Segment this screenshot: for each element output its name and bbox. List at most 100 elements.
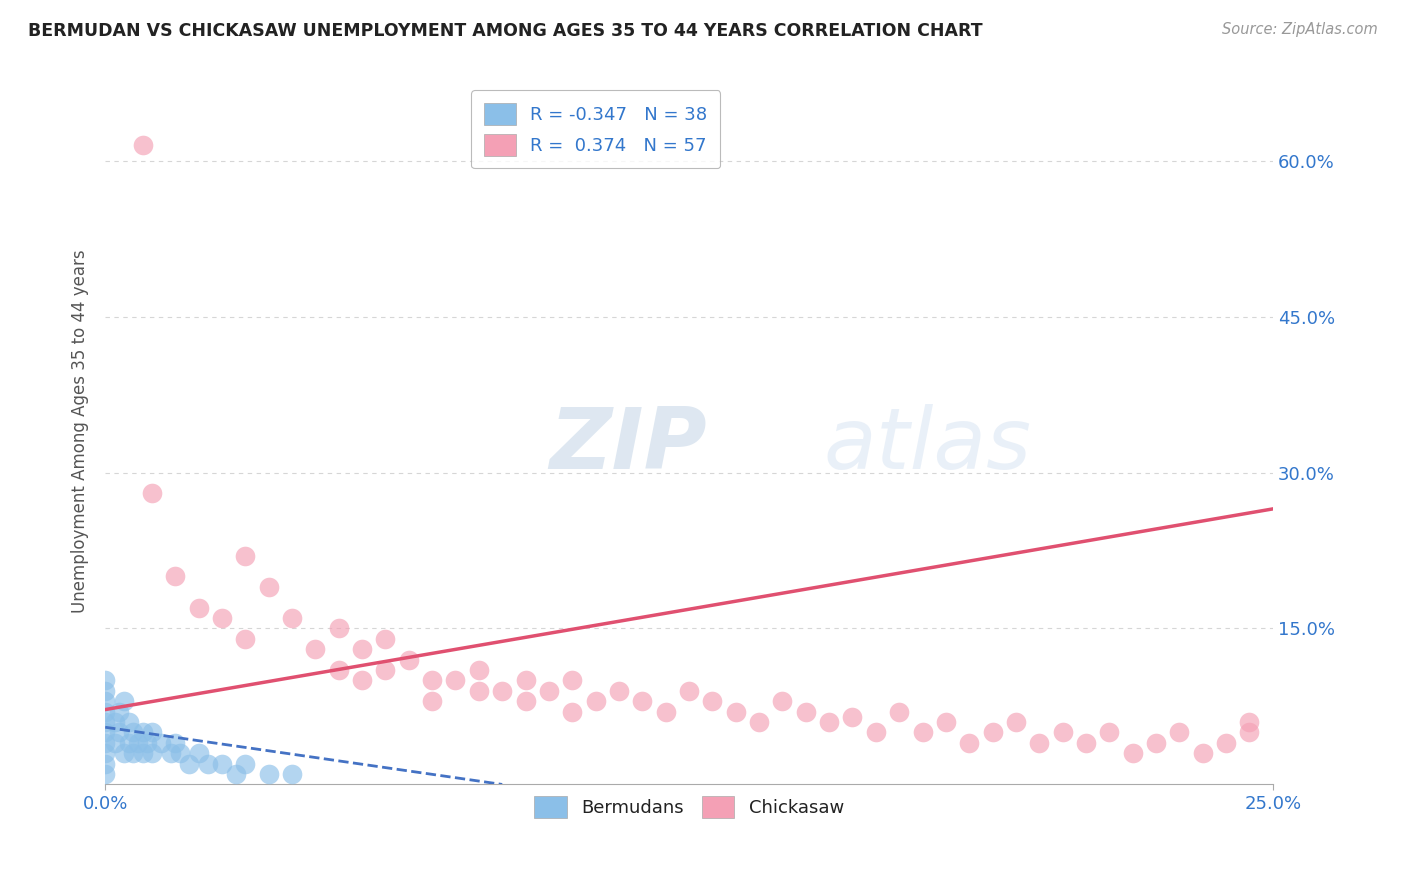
Point (187, 746, 209, 760)
Point (117, 714, 139, 729)
Point (981, 725, 1004, 739)
Point (127, 736, 149, 750)
Point (561, 673, 583, 688)
Point (1144, 736, 1167, 750)
Point (117, 736, 139, 750)
Point (702, 694, 724, 708)
Point (122, 725, 145, 739)
Point (94, 767, 117, 781)
Point (233, 756, 256, 771)
Point (1191, 746, 1213, 760)
Point (678, 684, 700, 698)
Point (304, 642, 326, 657)
Point (398, 653, 420, 667)
Point (889, 705, 911, 719)
Point (352, 673, 374, 688)
Point (770, 694, 793, 708)
Point (94, 714, 117, 729)
Point (607, 684, 630, 698)
Point (352, 642, 374, 657)
Point (957, 736, 980, 750)
Point (748, 714, 770, 729)
Point (818, 714, 841, 729)
Point (257, 580, 280, 594)
Point (187, 600, 209, 615)
Point (1168, 725, 1191, 739)
Point (1098, 725, 1121, 739)
Text: Source: ZipAtlas.com: Source: ZipAtlas.com (1222, 22, 1378, 37)
Point (257, 767, 280, 781)
Point (197, 756, 219, 771)
Point (1239, 714, 1261, 729)
Point (103, 736, 125, 750)
Point (1052, 725, 1074, 739)
Point (94, 756, 117, 771)
Point (94, 694, 117, 708)
Point (654, 705, 676, 719)
Point (374, 632, 396, 646)
Point (468, 684, 491, 698)
Point (585, 694, 607, 708)
Point (112, 694, 135, 708)
Point (94, 673, 117, 688)
Point (211, 756, 233, 771)
Point (122, 746, 145, 760)
Point (1028, 736, 1050, 750)
Point (444, 673, 467, 688)
Point (420, 673, 443, 688)
Point (94, 725, 117, 739)
Point (420, 694, 443, 708)
Point (169, 746, 191, 760)
Point (374, 663, 396, 677)
Point (131, 746, 153, 760)
Point (328, 622, 350, 636)
Point (561, 705, 583, 719)
Point (211, 611, 233, 625)
Point (935, 714, 957, 729)
Y-axis label: Unemployment Among Ages 35 to 44 years: Unemployment Among Ages 35 to 44 years (72, 249, 89, 613)
Point (108, 705, 131, 719)
Point (141, 725, 163, 739)
Text: ZIP: ZIP (548, 403, 706, 486)
Point (233, 549, 256, 563)
Point (94, 736, 117, 750)
Point (537, 684, 560, 698)
Point (165, 569, 187, 583)
Point (112, 746, 135, 760)
Point (491, 684, 513, 698)
Point (631, 694, 654, 708)
Point (131, 725, 153, 739)
Point (150, 736, 173, 750)
Point (159, 746, 181, 760)
Point (911, 725, 934, 739)
Point (225, 767, 247, 781)
Point (515, 673, 537, 688)
Point (1215, 736, 1237, 750)
Point (179, 756, 201, 771)
Point (468, 663, 491, 677)
Point (281, 767, 304, 781)
Point (136, 736, 159, 750)
Point (724, 705, 747, 719)
Text: atlas: atlas (824, 403, 1031, 486)
Point (794, 705, 817, 719)
Point (141, 746, 163, 760)
Point (94, 684, 117, 698)
Point (328, 663, 350, 677)
Point (841, 710, 863, 724)
Legend: Bermudans, Chickasaw: Bermudans, Chickasaw (527, 789, 851, 825)
Point (865, 725, 887, 739)
Point (281, 611, 304, 625)
Point (103, 714, 125, 729)
Point (515, 694, 537, 708)
Point (94, 705, 117, 719)
Point (1239, 725, 1261, 739)
Point (1122, 746, 1144, 760)
Point (141, 486, 163, 500)
Point (233, 632, 256, 646)
Point (1074, 736, 1097, 750)
Point (1005, 714, 1028, 729)
Point (131, 138, 153, 153)
Point (108, 725, 131, 739)
Point (94, 746, 117, 760)
